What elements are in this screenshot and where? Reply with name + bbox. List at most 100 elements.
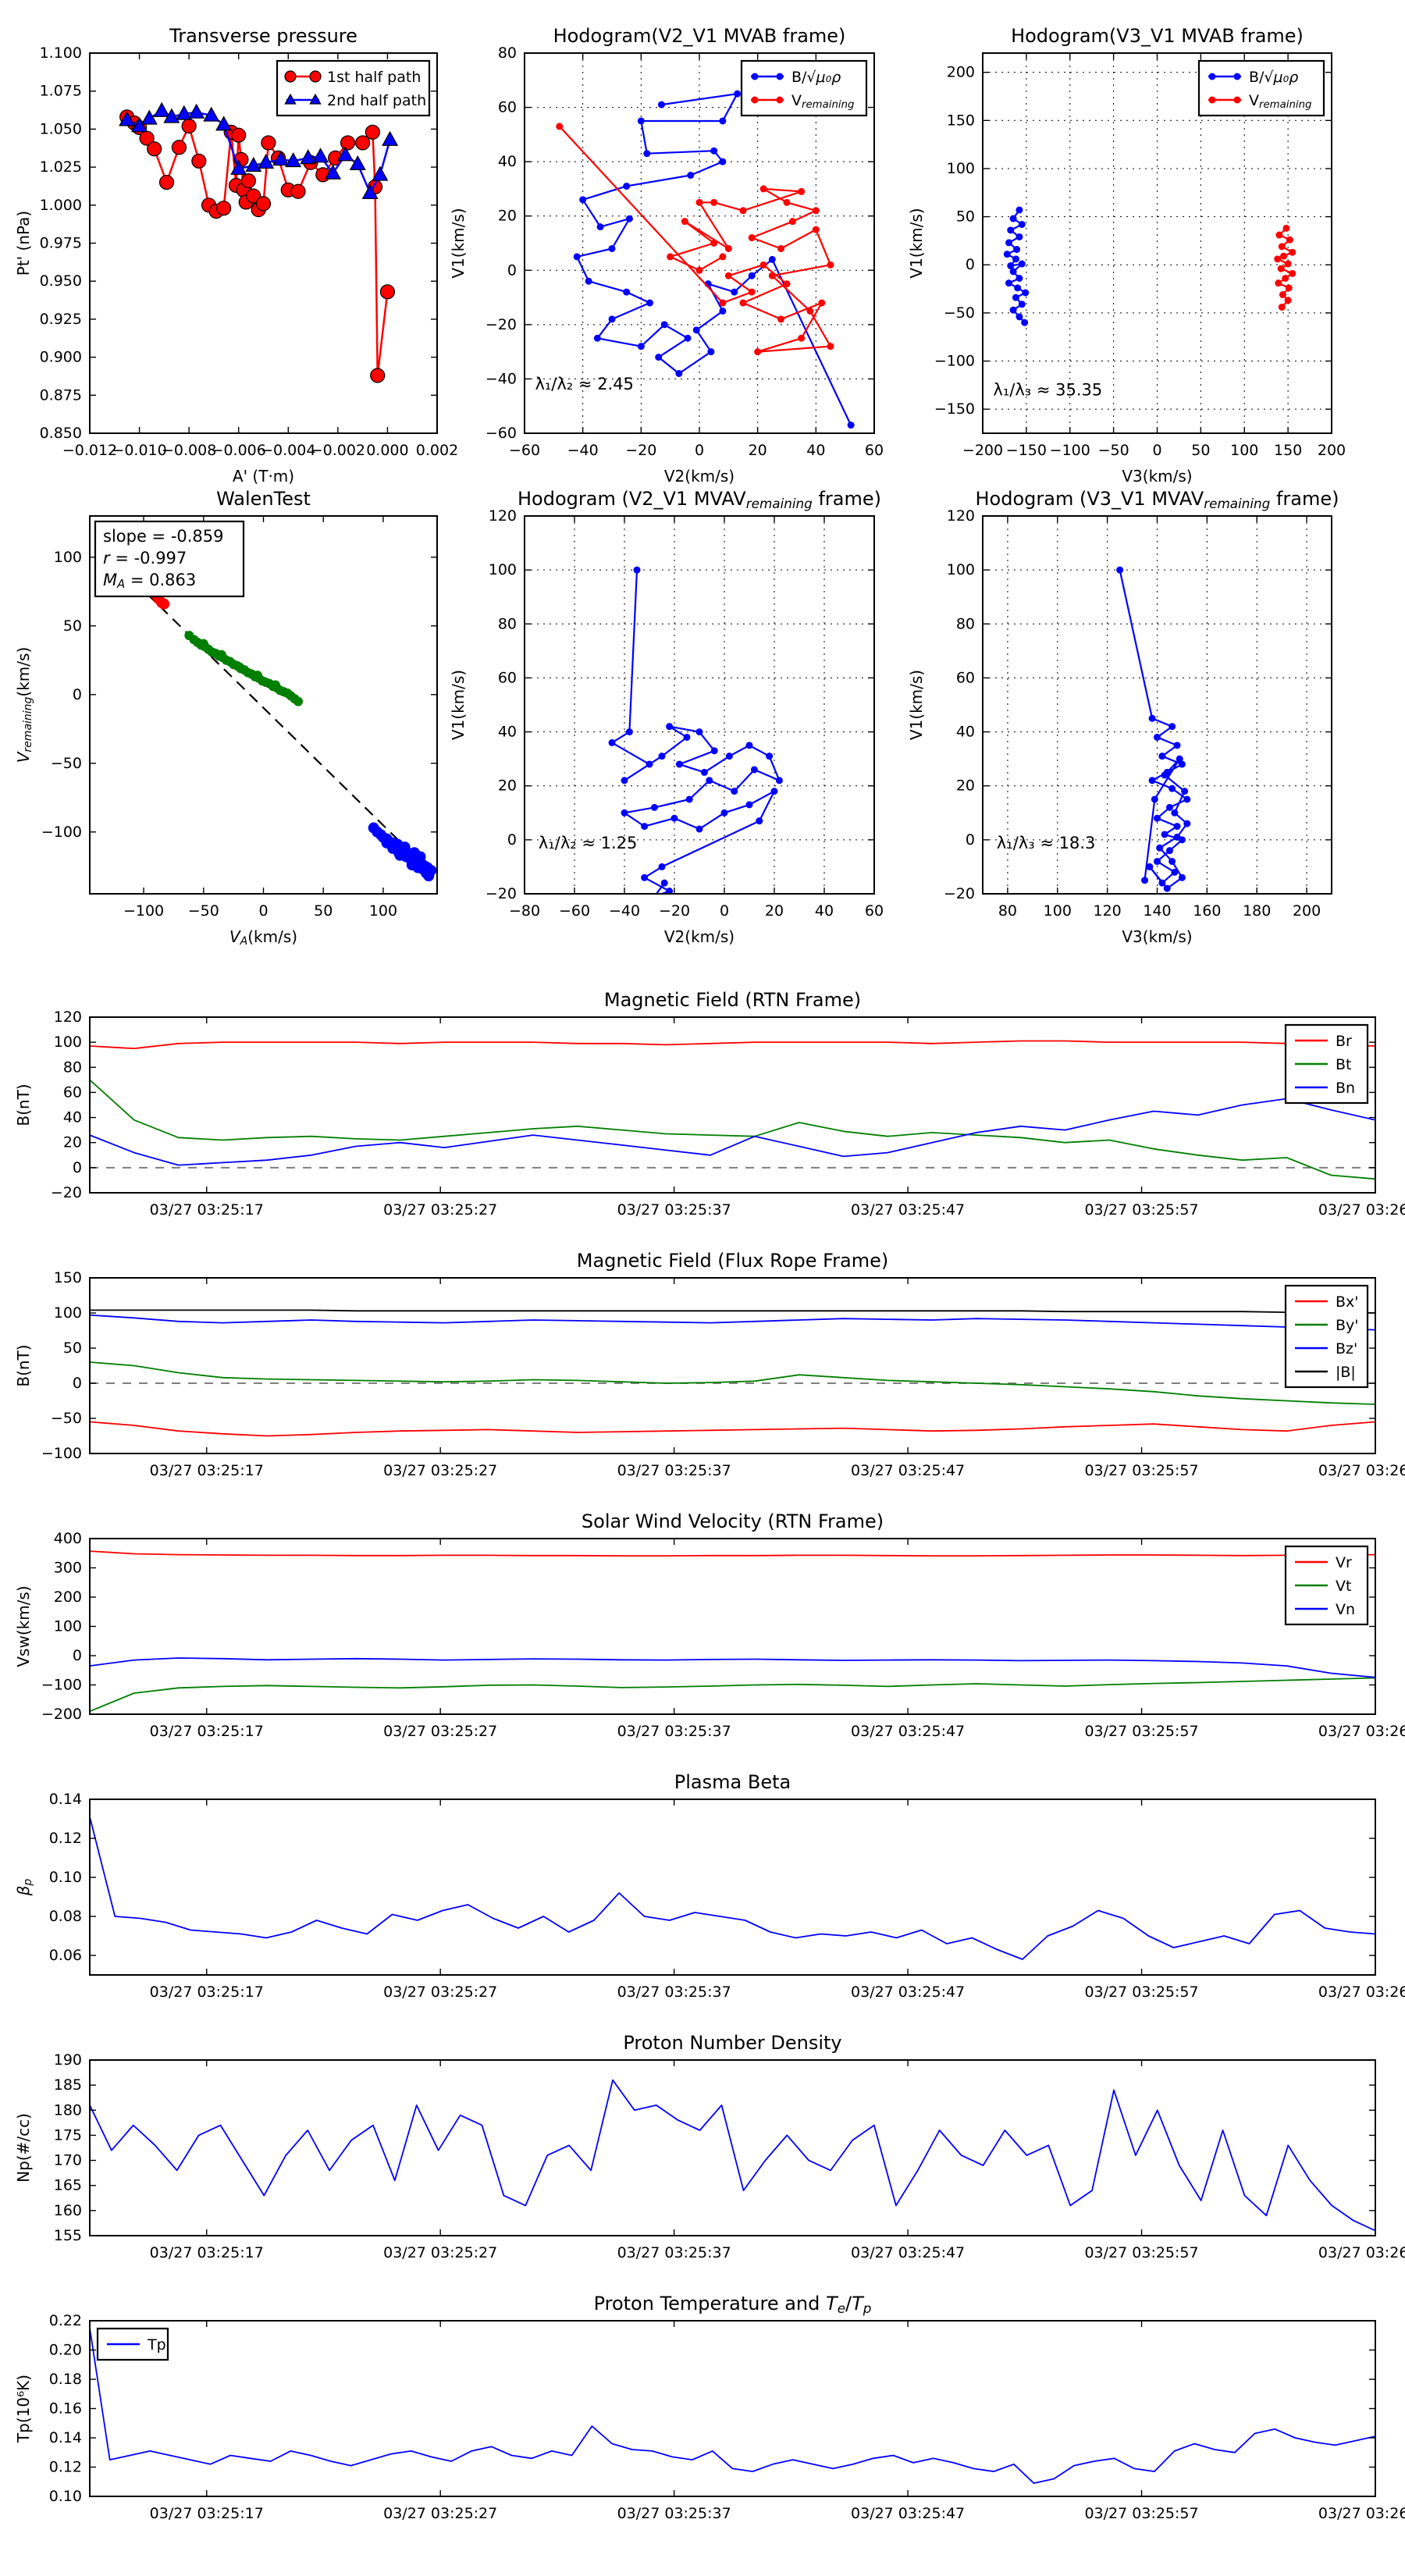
subplot-hodogram-v3v1-mvav: 80 100 120 140 160 180 200−20020406080100120Ho… [907, 488, 1339, 946]
legend: Br Bt Bn [1284, 1023, 1369, 1105]
legend-label: 1st half path [327, 69, 421, 86]
x-tick-label: −0.006 [212, 442, 266, 459]
y-tick-label: 60 [956, 669, 975, 686]
series-Br [90, 1040, 1375, 1050]
legend-label: Vt [1336, 1578, 1351, 1595]
y-tick-label: 40 [63, 1109, 82, 1126]
markers-B/sqrt(mu0 rho) [1003, 206, 1030, 326]
legend-label: Tp [147, 2336, 166, 2354]
legend-label: Bn [1336, 1080, 1355, 1097]
x-tick-label: 03/27 03:26:07 [1318, 1462, 1405, 1479]
x-tick-label: 0 [258, 902, 268, 920]
annotation: λ₁/λ₃ ≈ 35.35 [993, 380, 1102, 399]
x-tick-label: −40 [567, 442, 599, 459]
y-tick-label: 80 [63, 1059, 82, 1076]
series-|B| [90, 1309, 1375, 1314]
y-tick-label: 0 [966, 831, 975, 849]
legend-label: B/√μ₀ρ [791, 69, 841, 86]
y-axis-label: βp [14, 1879, 34, 1897]
y-tick-label: −150 [934, 400, 975, 418]
plot-title: Hodogram (V2_V1 MVAVremaining frame) [518, 488, 881, 511]
x-tick-label: 03/27 03:25:57 [1084, 1723, 1198, 1740]
y-tick-label: 165 [54, 2177, 82, 2194]
y-tick-label: 40 [498, 153, 517, 170]
y-tick-label: 150 [947, 112, 975, 129]
y-tick-label: −50 [51, 1410, 82, 1427]
x-tick-label: 50 [1191, 442, 1210, 459]
x-tick-label: −100 [1050, 442, 1090, 459]
x-tick-label: −60 [559, 902, 590, 920]
x-tick-label: 03/27 03:25:57 [1084, 1984, 1198, 2001]
x-tick-label: 03/27 03:25:47 [851, 1984, 965, 2001]
y-tick-label: 0.10 [49, 2488, 82, 2505]
markers-1st half path [119, 109, 396, 383]
x-tick-label: 0 [695, 442, 704, 459]
y-tick-label: 0.16 [49, 2400, 82, 2418]
x-tick-label: 0.002 [416, 442, 458, 459]
subplot-plasma-beta: 03/27 03:25:17 03/27 03:25:27 03/27 03:25:… [14, 1771, 1405, 2001]
y-tick-label: 0.18 [49, 2371, 82, 2388]
x-tick-label: 03/27 03:25:27 [383, 1984, 497, 2001]
x-tick-label: 03/27 03:25:27 [383, 1201, 497, 1219]
annotation: λ₁/λ₂ ≈ 1.25 [539, 834, 637, 852]
plot-title: Magnetic Field (Flux Rope Frame) [577, 1250, 888, 1272]
y-tick-label: 60 [498, 669, 517, 686]
plot-title: Proton Number Density [623, 2032, 841, 2054]
y-tick-label: 40 [498, 724, 517, 741]
x-tick-label: 200 [1318, 442, 1346, 459]
x-tick-label: 03/27 03:25:27 [383, 2244, 497, 2261]
y-tick-label: 400 [54, 1530, 82, 1547]
plot-title: Solar Wind Velocity (RTN Frame) [582, 1510, 884, 1532]
series-V remaining [1276, 227, 1293, 308]
x-tick-label: 40 [806, 442, 825, 459]
y-tick-label: 60 [498, 99, 517, 116]
y-tick-label: 170 [54, 2152, 82, 2169]
y-tick-label: 185 [54, 2076, 82, 2094]
legend-label: Bt [1336, 1056, 1351, 1073]
y-axis-label: B(nT) [14, 1344, 33, 1386]
subplot-magnetic-field-flux-rope: 03/27 03:25:17 03/27 03:25:27 03/27 03:25:… [14, 1250, 1405, 1479]
x-axis-label: V3(km/s) [1122, 927, 1192, 946]
y-tick-label: 60 [63, 1083, 82, 1101]
subplot-magnetic-field-rtn: 03/27 03:25:17 03/27 03:25:27 03/27 03:25:… [14, 989, 1405, 1219]
x-tick-label: 03/27 03:26:07 [1318, 1984, 1405, 2001]
x-tick-label: 03/27 03:25:37 [617, 1723, 731, 1740]
series-V remaining [558, 126, 832, 353]
x-tick-label: −200 [962, 442, 1003, 459]
x-tick-label: 100 [1230, 442, 1258, 459]
y-tick-label: 1.025 [40, 158, 82, 176]
legend: Bx' By' Bz' |B| [1284, 1284, 1369, 1389]
subplot-hodogram-v3v1-mvab: −200 −150 −100 −50 0 50 100 150 200−150−100−5005… [907, 25, 1346, 486]
x-tick-label: 0 [720, 902, 729, 920]
x-tick-label: 03/27 03:25:57 [1084, 1201, 1198, 1219]
axes-frame [89, 1799, 1376, 1976]
y-tick-label: 150 [54, 1269, 82, 1286]
markers-V remaining path [1116, 566, 1191, 892]
y-axis-label: Tp(10⁶K) [14, 2375, 33, 2443]
y-axis-label: V1(km/s) [907, 208, 926, 278]
legend-label: Vr [1336, 1554, 1352, 1571]
markers-V remaining [1274, 224, 1297, 311]
x-tick-label: 03/27 03:25:37 [617, 1984, 731, 2001]
y-tick-label: 50 [63, 617, 82, 635]
plot-title: Hodogram (V3_V1 MVAVremaining frame) [975, 488, 1339, 511]
x-tick-label: 03/27 03:25:47 [851, 2505, 965, 2522]
x-tick-label: −0.004 [261, 442, 315, 459]
y-tick-label: 100 [54, 549, 82, 566]
y-tick-label: 100 [947, 160, 975, 177]
x-tick-label: −0.012 [62, 442, 117, 459]
y-tick-label: 80 [498, 44, 517, 62]
y-tick-label: 120 [489, 507, 517, 525]
x-tick-label: 60 [865, 902, 884, 920]
y-tick-label: 80 [498, 615, 517, 632]
x-tick-label: −80 [509, 902, 540, 920]
y-tick-label: −100 [934, 353, 975, 370]
x-tick-label: 03/27 03:25:27 [383, 1723, 497, 1740]
stats-line: MA = 0.863 [103, 571, 196, 591]
y-tick-label: 0.850 [40, 425, 82, 442]
y-tick-label: 300 [54, 1560, 82, 1577]
series-Bn [90, 1098, 1375, 1166]
x-axis-label: V3(km/s) [1122, 467, 1192, 486]
x-tick-label: 03/27 03:25:57 [1084, 2505, 1198, 2522]
